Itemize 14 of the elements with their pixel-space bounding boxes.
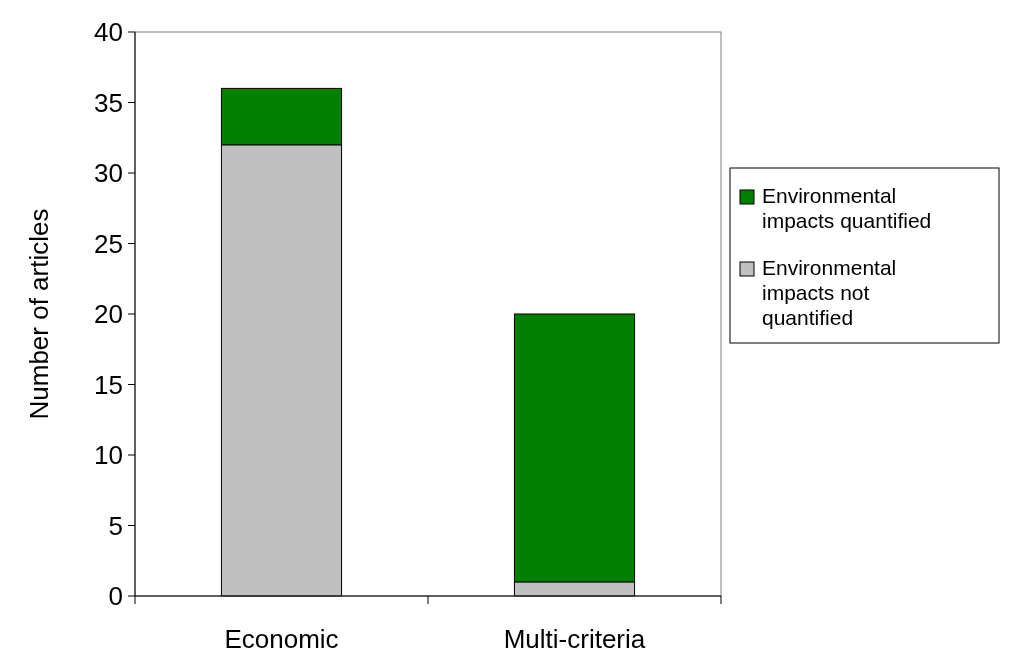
legend-label: Environmental impacts not quantified xyxy=(762,256,897,329)
y-axis-title: Number of articles xyxy=(24,208,54,420)
y-tick-label: 20 xyxy=(94,299,123,330)
x-tick-label: Multi-criteria xyxy=(503,624,646,654)
y-tick-label: 15 xyxy=(94,369,123,400)
y-tick-label: 30 xyxy=(94,158,123,189)
x-tick-label: Economic xyxy=(224,624,339,654)
y-tick-label: 0 xyxy=(108,581,123,612)
y-tick-label: 35 xyxy=(94,87,123,118)
y-tick-label: 10 xyxy=(94,440,123,471)
y-tick-label: 25 xyxy=(94,228,123,259)
y-tick-label: 5 xyxy=(108,510,123,541)
legend-label: Environmental impacts quantified xyxy=(762,184,932,232)
y-tick-label: 40 xyxy=(94,17,123,48)
